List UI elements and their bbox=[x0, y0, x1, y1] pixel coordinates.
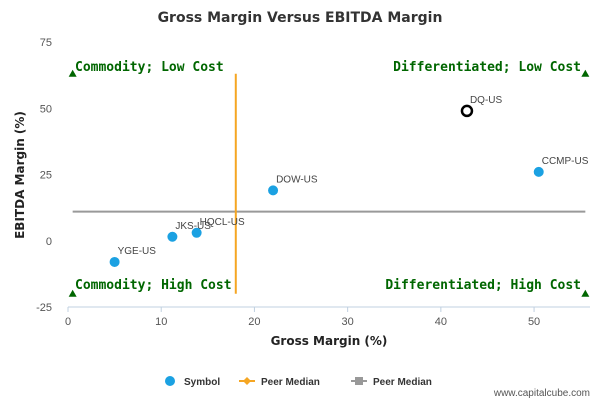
quadrant-markers bbox=[68, 69, 590, 297]
scatter-point[interactable] bbox=[191, 227, 202, 238]
quadrant-label-top-left: Commodity; Low Cost bbox=[75, 60, 224, 75]
y-axis: -25 0 25 50 75 bbox=[36, 37, 52, 314]
legend-symbol-marker bbox=[165, 376, 175, 386]
legend-diamond-marker bbox=[243, 377, 251, 385]
x-tick-label: 40 bbox=[435, 316, 447, 328]
legend: Symbol Peer Median Peer Median bbox=[165, 376, 432, 388]
quadrant-triangle-marker bbox=[68, 289, 77, 297]
x-axis-title: Gross Margin (%) bbox=[271, 334, 388, 348]
y-tick-label: 50 bbox=[40, 103, 52, 115]
scatter-point-highlighted[interactable] bbox=[460, 104, 474, 118]
scatter-point[interactable] bbox=[109, 256, 120, 267]
legend-label: Symbol bbox=[184, 377, 220, 388]
x-tick-label: 50 bbox=[528, 316, 540, 328]
x-tick-label: 10 bbox=[155, 316, 167, 328]
scatter-point[interactable] bbox=[167, 231, 178, 242]
y-tick-label: 0 bbox=[46, 236, 52, 248]
legend-label: Peer Median bbox=[373, 377, 432, 388]
y-tick-label: -25 bbox=[36, 302, 52, 314]
quadrant-triangle-marker bbox=[581, 69, 590, 77]
legend-label: Peer Median bbox=[261, 377, 320, 388]
point-label: CCMP-US bbox=[542, 156, 589, 167]
legend-square-marker bbox=[355, 377, 363, 385]
scatter-point[interactable] bbox=[533, 166, 544, 177]
y-tick-label: 75 bbox=[40, 37, 52, 49]
quadrant-triangle-marker bbox=[68, 69, 77, 77]
quadrant-label-bottom-right: Differentiated; High Cost bbox=[385, 278, 581, 293]
point-label: DQ-US bbox=[470, 95, 503, 106]
scatter-point[interactable] bbox=[268, 185, 279, 196]
x-axis: 0 10 20 30 40 50 bbox=[65, 307, 540, 328]
y-axis-title: EBITDA Margin (%) bbox=[13, 111, 27, 239]
quadrant-label-bottom-left: Commodity; High Cost bbox=[75, 278, 232, 293]
quadrant-label-top-right: Differentiated; Low Cost bbox=[393, 60, 581, 75]
y-tick-label: 25 bbox=[40, 170, 52, 182]
credit-text: www.capitalcube.com bbox=[493, 388, 590, 399]
point-label: HQCL-US bbox=[200, 217, 245, 228]
point-label: DOW-US bbox=[276, 174, 318, 185]
chart-title: Gross Margin Versus EBITDA Margin bbox=[158, 10, 443, 26]
point-label: YGE-US bbox=[118, 246, 157, 257]
x-tick-label: 30 bbox=[342, 316, 354, 328]
x-tick-label: 20 bbox=[248, 316, 260, 328]
quadrant-triangle-marker bbox=[581, 289, 590, 297]
point-label: JKS-US bbox=[175, 221, 211, 232]
x-tick-label: 0 bbox=[65, 316, 71, 328]
